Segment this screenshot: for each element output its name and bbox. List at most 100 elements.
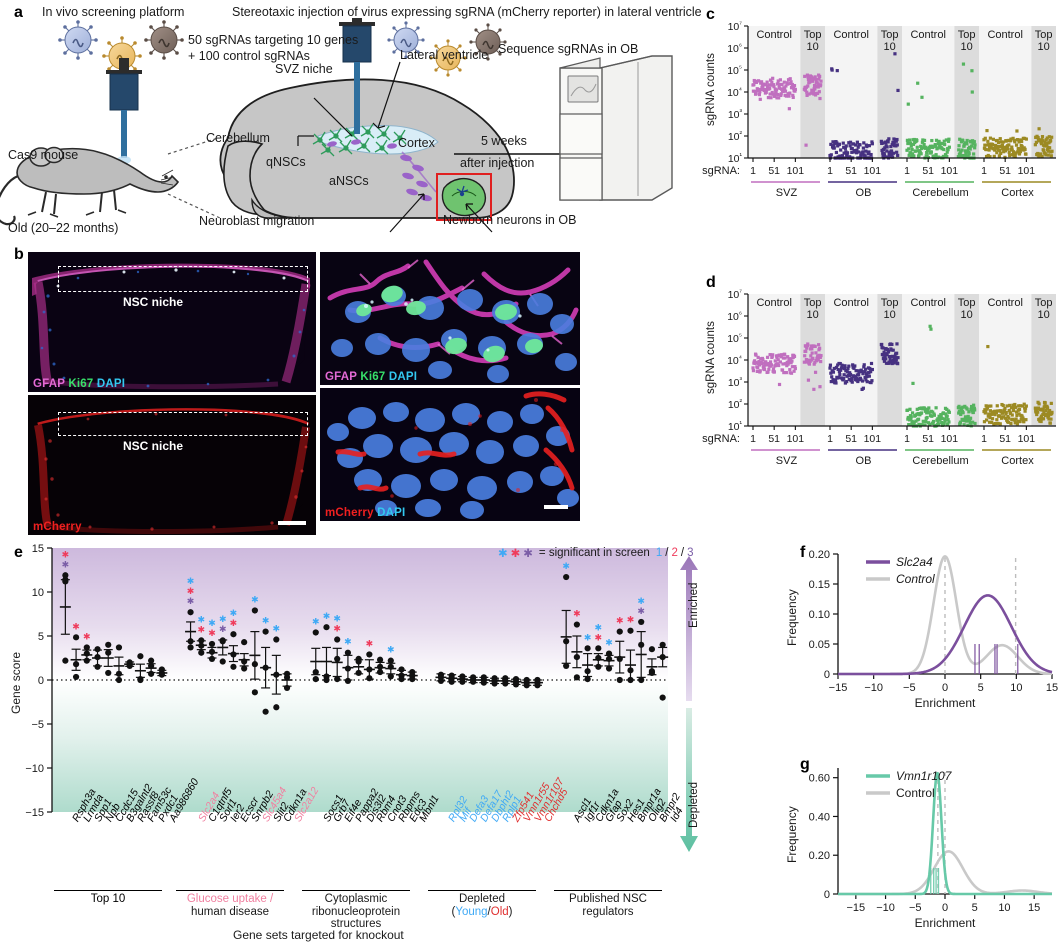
label-newborn-neurons: Newborn neurons in OB [443,213,577,227]
svg-text:✱: ✱ [187,596,195,606]
micrograph-gfap-ki67-dapi-overview: NSC niche GFAP Ki67 DAPI [28,252,316,392]
legend-screen-3: 3 [687,547,694,559]
group-underline-3 [428,890,536,891]
svg-text:✱: ✱ [208,628,216,638]
group-caption-4: Published NSC regulators [569,893,647,918]
svg-text:✱: ✱ [573,609,581,619]
svg-text:51: 51 [999,165,1011,177]
svg-text:Top: Top [1035,297,1053,309]
svg-text:Slc2a4: Slc2a4 [896,555,933,569]
legend-slash-2: / [680,547,685,559]
svg-text:0: 0 [942,682,948,694]
svg-text:Top: Top [804,297,822,309]
svg-text:0: 0 [38,675,44,687]
svg-text:Control: Control [987,297,1022,309]
svg-text:0.20: 0.20 [809,549,830,561]
svg-text:✱: ✱ [230,608,238,618]
group-underline-2 [302,890,410,891]
svg-text:✱: ✱ [637,606,645,616]
svg-text:5: 5 [972,902,978,914]
svg-text:✱: ✱ [208,618,216,628]
svg-text:✱: ✱ [333,614,341,624]
panel-c-letter: c [706,6,715,23]
micrograph-caption-top-left: GFAP Ki67 DAPI [33,378,126,390]
svg-text:5: 5 [38,631,44,643]
svg-text:0.15: 0.15 [809,579,830,591]
svg-text:Frequency: Frequency [785,806,799,863]
svg-text:Top: Top [958,297,976,309]
svg-text:Top: Top [1035,29,1053,41]
svg-text:−15: −15 [25,807,44,819]
svg-text:10¹: 10¹ [728,151,743,165]
arrow-label-enriched: Enriched [688,582,700,628]
enriched-depleted-arrows [680,556,698,852]
svg-text:✱: ✱ [605,638,613,648]
svg-text:10⁷: 10⁷ [728,287,743,301]
svg-text:10: 10 [1038,41,1050,53]
group-underline-0 [54,890,162,891]
svg-text:✱: ✱ [627,615,635,625]
svg-text:✱: ✱ [333,624,341,634]
leader-neuroblast [389,193,425,233]
svg-text:10: 10 [807,309,819,321]
panel-f-chart: 0.200.150.100.050−15 −10 −5 0 5 10 15Frequency… [785,549,1058,710]
panel-a-letter: a [14,4,23,21]
leader-svz [313,97,353,137]
svg-text:✱: ✱ [262,616,270,626]
group-caption-3: Depleted (Young/Old) [451,893,513,918]
svg-text:Frequency: Frequency [785,589,799,646]
svg-text:10⁷: 10⁷ [728,19,743,33]
svg-text:✱: ✱ [366,638,374,648]
legend-text: = significant in screen [538,547,650,559]
legend-screen-2: 2 [671,547,678,559]
svg-text:−10: −10 [876,902,895,914]
svg-text:−15: −15 [846,902,865,914]
svg-text:10³: 10³ [728,375,743,389]
svg-text:−10: −10 [864,682,883,694]
panel-a-title-left: In vivo screening platform [42,5,185,19]
svg-text:Cerebellum: Cerebellum [912,455,968,467]
svg-text:✱: ✱ [219,624,227,634]
group-underline-1 [176,890,284,891]
svg-text:✱: ✱ [198,614,206,624]
inset-region-box-bottom [58,412,308,436]
svg-text:1: 1 [981,165,987,177]
svg-text:101: 101 [1018,165,1036,177]
svg-text:Control: Control [756,29,791,41]
svg-text:10: 10 [961,41,973,53]
svg-text:101: 101 [864,165,882,177]
label-cerebellum: Cerebellum [206,131,270,145]
inset-region-box-top [58,266,308,292]
legend-screen-1: 1 [655,547,663,559]
svg-text:Top: Top [881,29,899,41]
svg-text:10: 10 [807,41,819,53]
scale-bar-inset [544,505,568,509]
svg-text:101: 101 [864,433,882,445]
leader-newborn [465,203,493,233]
svg-text:1: 1 [981,433,987,445]
label-cas9-mouse: Cas9 mouse [8,148,79,162]
svg-text:sgRNA:: sgRNA: [702,165,740,177]
svg-text:1: 1 [827,165,833,177]
legend-slash-1: / [665,547,669,559]
svg-text:0.05: 0.05 [809,639,830,651]
micrograph-mcherry-dapi-inset: mCherry DAPI [320,388,580,521]
svg-text:0.10: 0.10 [809,609,830,621]
svg-text:101: 101 [787,165,805,177]
micrograph-caption-top-right: GFAP Ki67 DAPI [325,371,418,383]
panel-a-diagram [0,18,673,233]
ob-red-box [436,173,492,221]
svg-text:Top: Top [881,297,899,309]
svg-text:✱: ✱ [323,611,331,621]
svg-text:10: 10 [884,309,896,321]
arrow-label-depleted: Depleted [688,781,700,828]
svg-text:10: 10 [32,587,44,599]
sequencer-illustration [559,55,673,201]
panel-b-letter: b [14,246,24,263]
svg-text:sgRNA counts: sgRNA counts [705,321,717,394]
label-lateral-ventricle: Lateral ventricle [400,48,489,62]
svg-text:10²: 10² [728,129,743,143]
svg-text:Cortex: Cortex [1001,455,1034,467]
micrograph-caption-bottom-left: mCherry [33,521,82,533]
